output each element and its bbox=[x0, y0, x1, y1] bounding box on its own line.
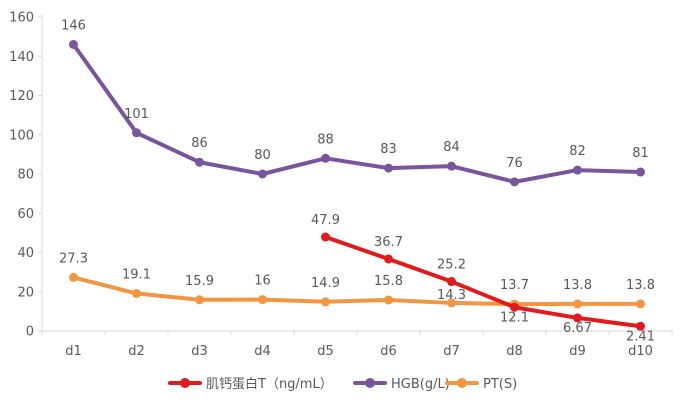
data-point bbox=[321, 153, 330, 163]
data-label: 88 bbox=[317, 132, 334, 147]
data-label: 2.41 bbox=[626, 329, 655, 344]
data-label: 83 bbox=[380, 142, 397, 157]
data-point bbox=[573, 165, 582, 175]
data-label: 6.67 bbox=[563, 321, 592, 336]
data-label: 36.7 bbox=[374, 235, 403, 250]
data-label: 19.1 bbox=[122, 268, 151, 283]
x-tick-label: d5 bbox=[317, 344, 334, 359]
y-tick-label: 60 bbox=[17, 207, 34, 222]
series-line-0 bbox=[323, 234, 643, 329]
x-tick-label: d8 bbox=[506, 344, 523, 359]
data-label: 16 bbox=[254, 274, 271, 289]
x-tick-label: d2 bbox=[128, 344, 145, 359]
x-tick-label: d10 bbox=[628, 344, 653, 359]
y-tick-label: 160 bbox=[9, 11, 34, 26]
series-0 bbox=[321, 232, 645, 331]
data-label: 101 bbox=[124, 107, 149, 122]
data-point bbox=[510, 302, 519, 312]
axes: 0 20 40 60 80 100 120 140 160 d1 d2 d3 d4 d5 d6 d7 d8 d9 d… bbox=[9, 11, 673, 359]
data-label: 86 bbox=[191, 136, 208, 151]
y-tick-label: 140 bbox=[9, 50, 34, 65]
y-tick-label: 100 bbox=[9, 128, 34, 143]
legend-item-0: 肌钙蛋白T（ng/mL） bbox=[168, 376, 333, 392]
x-tick-label: d3 bbox=[191, 344, 208, 359]
data-label: 13.8 bbox=[626, 278, 655, 293]
x-tick-label: d7 bbox=[443, 344, 460, 359]
data-label: 27.3 bbox=[59, 251, 88, 266]
data-point bbox=[636, 167, 645, 177]
data-label: 13.8 bbox=[563, 278, 592, 293]
data-point bbox=[510, 177, 519, 187]
data-label: 76 bbox=[506, 156, 523, 171]
data-label: 15.9 bbox=[185, 274, 214, 289]
legend-label: PT(S) bbox=[483, 377, 517, 392]
data-point bbox=[69, 39, 78, 49]
data-label: 84 bbox=[443, 140, 460, 155]
data-point bbox=[321, 232, 330, 242]
series-layer bbox=[69, 39, 645, 331]
data-point bbox=[132, 128, 141, 138]
y-tick-label: 0 bbox=[26, 325, 34, 340]
data-point bbox=[321, 297, 330, 307]
legend-label: 肌钙蛋白T（ng/mL） bbox=[206, 376, 333, 392]
data-point bbox=[195, 157, 204, 167]
data-label: 14.3 bbox=[437, 288, 466, 303]
data-point bbox=[258, 295, 267, 305]
legend-swatch-marker bbox=[457, 378, 467, 388]
series-line-1 bbox=[71, 42, 643, 184]
data-label: 82 bbox=[569, 144, 586, 159]
legend-item-2: PT(S) bbox=[445, 377, 517, 392]
data-point bbox=[384, 163, 393, 173]
data-label: 80 bbox=[254, 148, 271, 163]
y-tick-label: 80 bbox=[17, 168, 34, 183]
legend: 肌钙蛋白T（ng/mL） HGB(g/L) PT(S) bbox=[168, 376, 517, 392]
data-label: 15.8 bbox=[374, 274, 403, 289]
legend-swatch-marker bbox=[180, 378, 190, 388]
data-label: 14.9 bbox=[311, 276, 340, 291]
series-1 bbox=[69, 39, 645, 187]
data-label: 146 bbox=[61, 18, 86, 33]
data-labels-layer: 47.9 36.7 25.2 12.1 6.67 2.41 146 101 86 80 88 83 84… bbox=[59, 18, 655, 344]
x-tick-label: d4 bbox=[254, 344, 271, 359]
data-point bbox=[447, 298, 456, 308]
data-point bbox=[447, 161, 456, 171]
data-point bbox=[384, 254, 393, 264]
data-point bbox=[195, 295, 204, 305]
series-2 bbox=[69, 272, 645, 309]
data-point bbox=[573, 313, 582, 323]
data-point bbox=[258, 169, 267, 179]
y-tick-label: 120 bbox=[9, 89, 34, 104]
legend-label: HGB(g/L) bbox=[391, 377, 450, 392]
legend-item-1: HGB(g/L) bbox=[353, 377, 450, 392]
data-point bbox=[447, 277, 456, 287]
data-label: 13.7 bbox=[500, 278, 529, 293]
data-point bbox=[132, 289, 141, 299]
data-point bbox=[384, 295, 393, 305]
x-tick-label: d6 bbox=[380, 344, 397, 359]
series-line-2 bbox=[71, 275, 643, 307]
data-label: 47.9 bbox=[311, 213, 340, 228]
legend-swatch-marker bbox=[365, 378, 375, 388]
y-tick-label: 40 bbox=[17, 246, 34, 261]
data-label: 12.1 bbox=[500, 310, 529, 325]
data-point bbox=[636, 299, 645, 309]
data-label: 81 bbox=[632, 146, 649, 161]
data-label: 25.2 bbox=[437, 258, 466, 273]
x-tick-label: d1 bbox=[65, 344, 82, 359]
data-point bbox=[69, 272, 78, 282]
y-tick-label: 20 bbox=[17, 285, 34, 300]
data-point bbox=[636, 321, 645, 331]
data-point bbox=[573, 299, 582, 309]
x-tick-label: d9 bbox=[569, 344, 586, 359]
